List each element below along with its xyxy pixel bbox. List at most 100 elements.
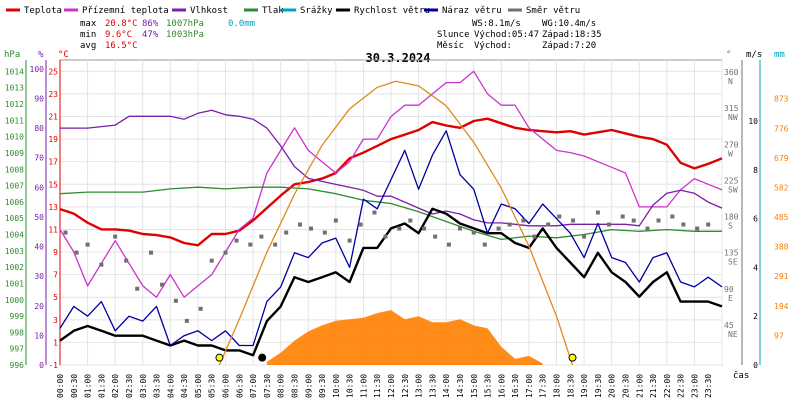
wind-direction-point	[422, 226, 427, 231]
x-tick: 23:00	[690, 374, 699, 398]
humidity-axis-tick: 0	[39, 361, 44, 370]
x-tick: 00:30	[70, 374, 79, 398]
sunset-marker	[568, 353, 577, 362]
x-tick: 14:00	[442, 374, 451, 398]
x-tick: 12:00	[387, 374, 396, 398]
wind-direction-point	[670, 214, 675, 219]
wind-direction-point	[248, 242, 253, 247]
stats-min-press: 1003hPa	[166, 30, 204, 40]
direction-axis-tick: SW	[728, 185, 738, 194]
pressure-axis-tick: 1000	[5, 296, 24, 305]
temperature-axis-tick: 7	[53, 271, 58, 280]
wind-direction-point	[99, 262, 104, 267]
wind-direction-point	[124, 258, 129, 263]
stats-min-hum: 47%	[142, 30, 159, 40]
wind-direction-point	[173, 298, 178, 303]
stats-moonrise: Východ:	[474, 41, 512, 51]
humidity-axis-tick: 40	[34, 243, 44, 252]
wind-direction-point	[223, 250, 228, 255]
x-axis: 00:00 00:30 01:00 01:30 02:00 02:30 03:00 03:30…	[56, 374, 713, 398]
temperature-axis-tick: 9	[53, 248, 58, 257]
stats-wg: WG:10.4m/s	[542, 19, 596, 29]
wind-direction-point	[149, 250, 154, 255]
x-tick: 21:30	[649, 374, 658, 398]
speed-axis-tick: 0	[753, 361, 758, 370]
pressure-axis-tick: 1007	[5, 182, 24, 191]
direction-axis-tick: S	[728, 222, 733, 231]
wind-direction-point	[309, 226, 314, 231]
wind-direction-point	[645, 226, 650, 231]
humidity-axis-tick: 50	[34, 213, 44, 222]
legend-label: Náraz větru	[442, 6, 502, 16]
pressure-axis-tick: 1014	[5, 67, 24, 76]
wind-direction-point	[63, 230, 68, 235]
stats-avg-label: avg	[80, 41, 96, 51]
wind-direction-point	[631, 218, 636, 223]
speed-axis-tick: 6	[753, 215, 758, 224]
pressure-axis-tick: 1005	[5, 214, 24, 223]
stats-sunset: Západ:18:35	[542, 30, 602, 40]
wind-direction-point	[482, 242, 487, 247]
legend-label: Tlak	[262, 6, 284, 16]
direction-axis-tick: W	[728, 149, 733, 158]
direction-axis-tick: 45	[724, 321, 734, 330]
temperature-unit: °C	[58, 50, 69, 60]
solar-axis-tick: 582	[774, 183, 789, 192]
x-tick: 12:30	[401, 374, 410, 398]
x-tick: 07:30	[263, 374, 272, 398]
wind-direction-point	[496, 226, 501, 231]
temperature-axis-tick: 3	[53, 316, 58, 325]
wind-direction-point	[397, 226, 402, 231]
x-tick: 09:00	[304, 374, 313, 398]
wind-direction-point	[284, 230, 289, 235]
stats-moon-label: Měsíc	[437, 41, 464, 51]
wind-direction-point	[347, 238, 352, 243]
wind-direction-point	[706, 222, 711, 227]
wind-direction-point	[532, 234, 537, 239]
wind-direction-point	[546, 222, 551, 227]
temperature-axis-tick: 15	[48, 180, 58, 189]
wind-direction-point	[322, 230, 327, 235]
solar-axis-tick: 194	[774, 302, 789, 311]
pressure-axis-tick: 997	[10, 345, 25, 354]
series-solar	[266, 310, 543, 365]
humidity-axis-tick: 100	[30, 65, 45, 74]
direction-axis-tick: 360	[724, 68, 739, 77]
humidity-axis-tick: 20	[34, 302, 44, 311]
wind-direction-point	[446, 242, 451, 247]
pressure-axis-tick: 1010	[5, 133, 24, 142]
time-unit: čas	[733, 370, 749, 381]
temperature-axis-tick: 5	[53, 293, 58, 302]
direction-axis-tick: 225	[724, 176, 739, 185]
legend-label: Směr větru	[526, 6, 580, 16]
stats-max-temp: 20.8°C	[105, 19, 138, 29]
direction-axis-tick: NE	[728, 330, 738, 339]
x-tick: 20:30	[621, 374, 630, 398]
speed-axis-tick: 4	[753, 263, 758, 272]
temperature-axis-tick: 17	[48, 158, 58, 167]
wind-direction-point	[273, 242, 278, 247]
wind-direction-point	[184, 318, 189, 323]
solar-axis-tick: 291	[774, 272, 789, 281]
stats-max-label: max	[80, 19, 97, 29]
humidity-axis-tick: 80	[34, 124, 44, 133]
humidity-unit: %	[38, 50, 44, 60]
pressure-axis-tick: 998	[10, 328, 25, 337]
wind-direction-point	[695, 226, 700, 231]
wind-direction-point	[656, 218, 661, 223]
stats-avg-temp: 16.5°C	[105, 41, 138, 51]
x-tick: 08:00	[277, 374, 286, 398]
pressure-axis-tick: 1003	[5, 247, 24, 256]
x-tick: 16:30	[511, 374, 520, 398]
wind-direction-point	[234, 238, 239, 243]
stats-max-press: 1007hPa	[166, 19, 204, 29]
direction-axis-tick: 315	[724, 104, 739, 113]
direction-axis-tick: 270	[724, 140, 739, 149]
x-tick: 02:00	[111, 374, 120, 398]
x-tick: 14:30	[456, 374, 465, 398]
x-tick: 06:00	[222, 374, 231, 398]
temperature-axis-tick: 19	[48, 135, 58, 144]
stats-ws: WS:8.1m/s	[472, 19, 521, 29]
chart-title: 30.3.2024	[365, 51, 430, 65]
